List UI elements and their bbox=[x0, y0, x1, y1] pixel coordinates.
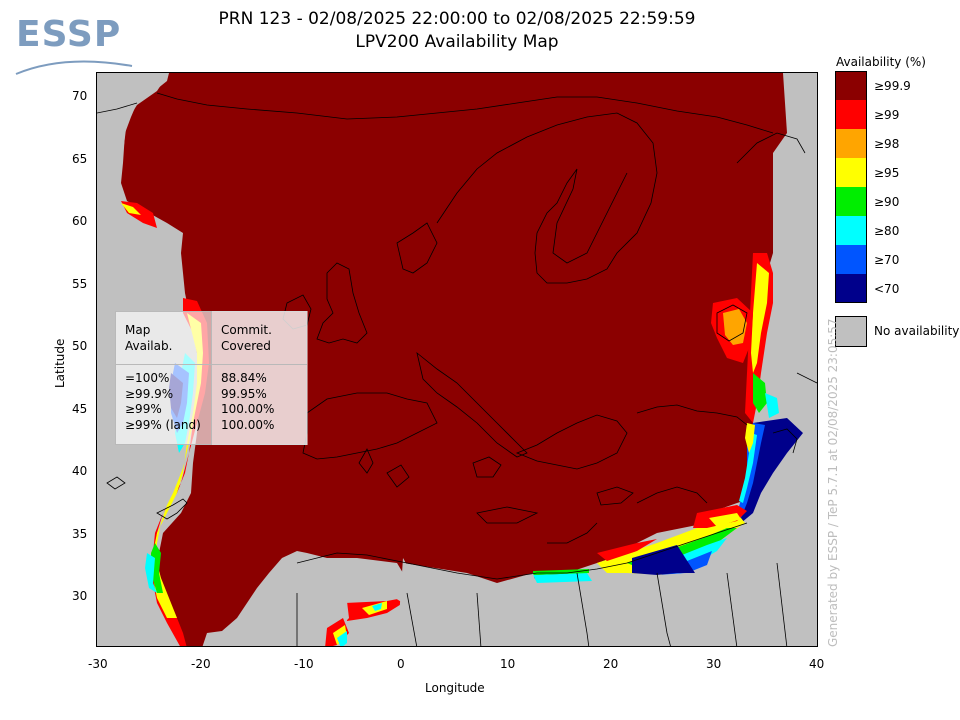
y-tick-label: 60 bbox=[72, 214, 88, 228]
x-tick-label: -10 bbox=[294, 657, 314, 671]
y-tick-label: 35 bbox=[72, 526, 88, 541]
legend-swatch bbox=[835, 129, 867, 158]
generated-footer: Generated by ESSP / TeP 5.7.1 at 02/08/2… bbox=[826, 318, 840, 647]
legend-label: ≥98 bbox=[874, 137, 900, 151]
logo-swoosh bbox=[15, 60, 133, 75]
x-tick-label: 0 bbox=[397, 657, 405, 671]
x-tick-label: 10 bbox=[500, 657, 516, 671]
legend-swatch bbox=[835, 274, 867, 303]
y-tick-label: 50 bbox=[72, 339, 88, 353]
logo-text: ESSP bbox=[16, 14, 122, 55]
y-tick-label: 55 bbox=[72, 276, 88, 291]
essp-logo: ESSP bbox=[14, 14, 134, 78]
stats-rows-right: 88.84% 99.95% 100.00% 100.00% bbox=[221, 371, 275, 432]
x-tick-label: -20 bbox=[191, 657, 211, 671]
stats-header-right: Commit. Covered bbox=[221, 323, 272, 353]
y-tick-label: 40 bbox=[72, 464, 88, 478]
y-axis-label: Latitude bbox=[53, 338, 67, 388]
legend-swatch bbox=[835, 71, 867, 100]
x-axis-label: Longitude bbox=[425, 681, 485, 695]
legend-label: ≥99.9 bbox=[874, 79, 911, 93]
legend-label: ≥99 bbox=[874, 108, 900, 122]
stats-header-left: Map Availab. bbox=[125, 323, 173, 353]
legend-no-availability-label: No availability bbox=[874, 324, 960, 338]
legend-title: Availability (%) bbox=[836, 55, 926, 69]
map-title-line1: PRN 123 - 02/08/2025 22:00:00 to 02/08/2… bbox=[218, 9, 696, 29]
map-title-line2: LPV200 Availability Map bbox=[355, 32, 559, 52]
legend-swatch bbox=[835, 245, 867, 274]
x-tick-label: 40 bbox=[809, 657, 825, 671]
legend-no-availability-swatch bbox=[835, 316, 867, 347]
stats-rows-left: =100% ≥99.9% ≥99% ≥99% (land) bbox=[125, 371, 201, 432]
legend-label: ≥90 bbox=[874, 195, 900, 209]
legend-swatch bbox=[835, 158, 867, 187]
y-tick-label: 70 bbox=[72, 89, 88, 103]
x-tick-label: 30 bbox=[706, 657, 722, 671]
legend-label: ≥80 bbox=[874, 224, 900, 238]
legend-label: ≥95 bbox=[874, 166, 900, 180]
legend-swatch bbox=[835, 187, 867, 216]
y-tick-label: 30 bbox=[72, 589, 88, 603]
x-tick-label: 20 bbox=[603, 657, 619, 671]
legend-swatch bbox=[835, 100, 867, 129]
legend-label: <70 bbox=[874, 282, 900, 296]
legend-label: ≥70 bbox=[874, 253, 900, 267]
y-tick-label: 45 bbox=[72, 401, 88, 416]
y-tick-label: 65 bbox=[72, 151, 88, 166]
legend-swatch bbox=[835, 216, 867, 245]
stats-box: Map Availab. Commit. Covered =100% ≥99.9… bbox=[115, 311, 308, 445]
x-tick-label: -30 bbox=[88, 657, 108, 671]
